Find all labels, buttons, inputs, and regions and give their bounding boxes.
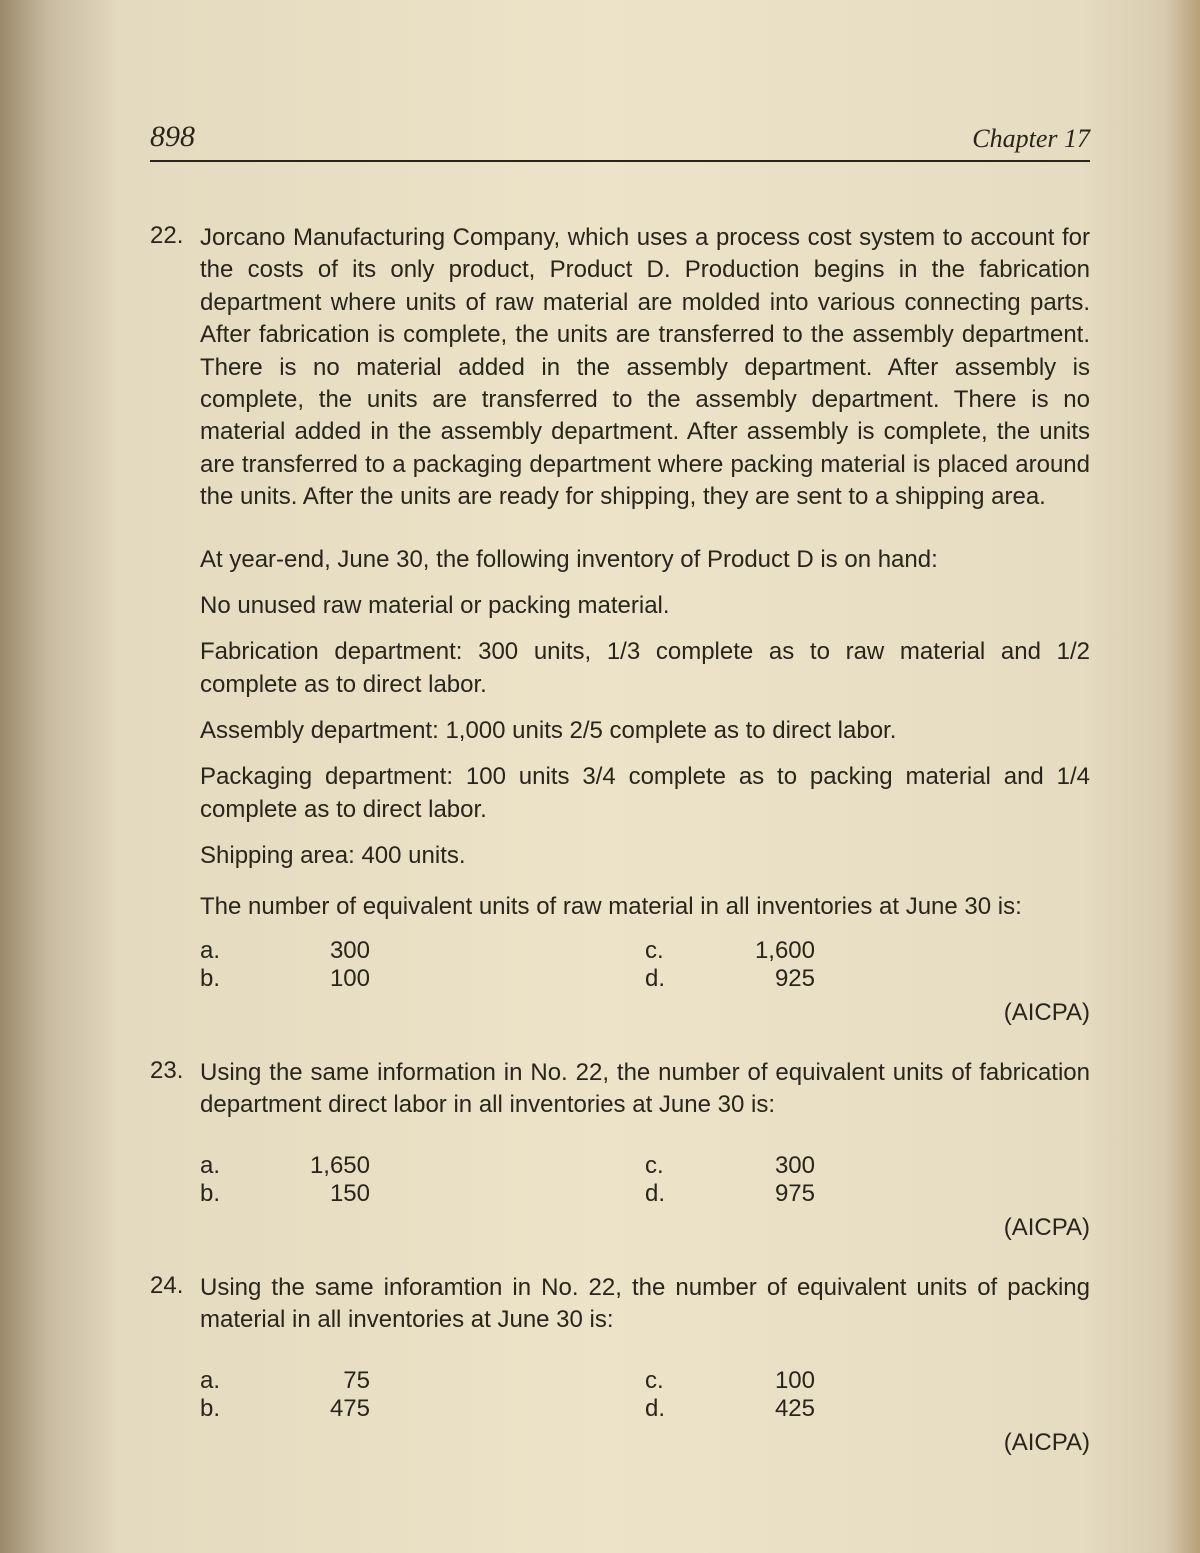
question-row: 22. Jorcano Manufacturing Company, which… <box>150 222 1090 514</box>
option-b: b. 475 <box>200 1395 645 1423</box>
option-column-right: c. 100 d. 425 <box>645 1367 1090 1423</box>
option-column-left: a. 75 b. 475 <box>200 1367 645 1423</box>
option-value: 100 <box>695 1367 835 1395</box>
option-value: 300 <box>695 1152 835 1180</box>
question-row: 24. Using the same inforamtion in No. 22… <box>150 1272 1090 1337</box>
option-value: 300 <box>250 937 390 965</box>
option-b: b. 150 <box>200 1180 645 1208</box>
inventory-item: Packaging department: 100 units 3/4 comp… <box>200 761 1090 826</box>
question-23: 23. Using the same information in No. 22… <box>150 1057 1090 1242</box>
option-b: b. 100 <box>200 965 645 993</box>
question-number: 22. <box>150 222 200 514</box>
option-value: 75 <box>250 1367 390 1395</box>
option-d: d. 925 <box>645 965 1090 993</box>
option-c: c. 300 <box>645 1152 1090 1180</box>
option-a: a. 300 <box>200 937 645 965</box>
option-label: d. <box>645 1395 695 1423</box>
option-label: b. <box>200 965 250 993</box>
question-text: Using the same information in No. 22, th… <box>200 1057 1090 1122</box>
option-label: d. <box>645 1180 695 1208</box>
question-24: 24. Using the same inforamtion in No. 22… <box>150 1272 1090 1457</box>
answer-options: a. 300 b. 100 c. 1,600 d. 925 <box>200 937 1090 993</box>
option-a: a. 75 <box>200 1367 645 1395</box>
option-label: c. <box>645 1152 695 1180</box>
option-value: 100 <box>250 965 390 993</box>
inventory-item: No unused raw material or packing materi… <box>200 590 1090 622</box>
inventory-item: Fabrication department: 300 units, 1/3 c… <box>200 636 1090 701</box>
option-a: a. 1,650 <box>200 1152 645 1180</box>
option-value: 1,600 <box>695 937 835 965</box>
option-d: d. 975 <box>645 1180 1090 1208</box>
option-column-left: a. 1,650 b. 150 <box>200 1152 645 1208</box>
option-label: a. <box>200 1367 250 1395</box>
option-label: d. <box>645 965 695 993</box>
question-text: Jorcano Manufacturing Company, which use… <box>200 222 1090 514</box>
attribution: (AICPA) <box>150 999 1090 1027</box>
option-d: d. 425 <box>645 1395 1090 1423</box>
answer-options: a. 1,650 b. 150 c. 300 d. 975 <box>200 1152 1090 1208</box>
option-column-left: a. 300 b. 100 <box>200 937 645 993</box>
chapter-label: Chapter 17 <box>972 124 1090 154</box>
question-22: 22. Jorcano Manufacturing Company, which… <box>150 222 1090 1027</box>
option-value: 425 <box>695 1395 835 1423</box>
option-label: b. <box>200 1180 250 1208</box>
attribution: (AICPA) <box>150 1429 1090 1457</box>
inventory-item: Shipping area: 400 units. <box>200 840 1090 872</box>
question-number: 23. <box>150 1057 200 1122</box>
question-lead: At year-end, June 30, the following inve… <box>200 544 1090 576</box>
option-value: 1,650 <box>250 1152 390 1180</box>
option-value: 150 <box>250 1180 390 1208</box>
option-c: c. 1,600 <box>645 937 1090 965</box>
header-rule: 898 Chapter 17 <box>150 120 1090 162</box>
attribution: (AICPA) <box>150 1214 1090 1242</box>
page-number: 898 <box>150 120 195 154</box>
option-value: 475 <box>250 1395 390 1423</box>
option-value: 925 <box>695 965 835 993</box>
option-column-right: c. 300 d. 975 <box>645 1152 1090 1208</box>
option-label: c. <box>645 1367 695 1395</box>
option-c: c. 100 <box>645 1367 1090 1395</box>
option-label: c. <box>645 937 695 965</box>
option-label: a. <box>200 1152 250 1180</box>
question-text: Using the same inforamtion in No. 22, th… <box>200 1272 1090 1337</box>
question-number: 24. <box>150 1272 200 1337</box>
option-label: a. <box>200 937 250 965</box>
inventory-item: Assembly department: 1,000 units 2/5 com… <box>200 715 1090 747</box>
question-ask: The number of equivalent units of raw ma… <box>200 891 1090 923</box>
answer-options: a. 75 b. 475 c. 100 d. 425 <box>200 1367 1090 1423</box>
option-column-right: c. 1,600 d. 925 <box>645 937 1090 993</box>
option-label: b. <box>200 1395 250 1423</box>
option-value: 975 <box>695 1180 835 1208</box>
question-row: 23. Using the same information in No. 22… <box>150 1057 1090 1122</box>
